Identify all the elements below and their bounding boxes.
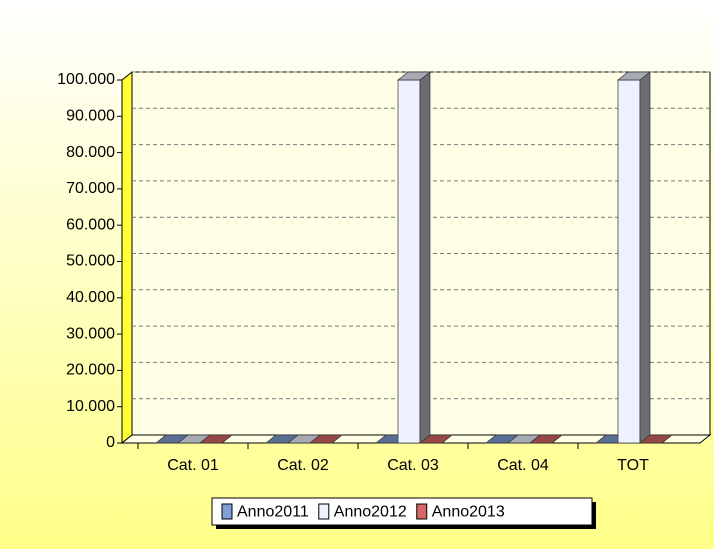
bar [199,434,233,444]
y-tick-label: 0 [106,434,115,451]
side-wall [121,70,133,445]
y-tick-label: 10.000 [66,398,115,415]
bar-top [397,71,431,81]
y-tick-label: 30.000 [66,325,115,342]
y-tick-label: 50.000 [66,253,115,270]
y-tick-label: 80.000 [66,144,115,161]
x-tick-label: Cat. 03 [387,457,439,474]
legend-label: Anno2013 [432,504,505,521]
x-tick-label: Cat. 02 [277,457,329,474]
bar [639,434,673,444]
y-tick-label: 40.000 [66,289,115,306]
bar-top [617,71,651,81]
x-tick-label: TOT [617,457,649,474]
y-tick-label: 20.000 [66,362,115,379]
legend-label: Anno2011 [237,504,309,521]
bar-front [397,79,421,444]
bar-side [639,71,651,444]
y-tick-label: 100.000 [57,71,115,88]
y-tick-label: 60.000 [66,216,115,233]
bar [617,71,651,444]
bar [309,434,343,444]
legend-swatch [318,503,330,520]
y-tick-label: 70.000 [66,180,115,197]
bar-side [419,71,431,444]
legend-label: Anno2012 [334,504,407,521]
x-tick-label: Cat. 04 [497,457,549,474]
legend-swatch [221,503,233,520]
bar-top [309,434,343,444]
bar [419,434,453,444]
bar-top [419,434,453,444]
bar-top [639,434,673,444]
bar [397,71,431,444]
legend-swatch [416,503,428,520]
bar-top [529,434,563,444]
y-tick-label: 90.000 [66,108,115,125]
bar [529,434,563,444]
bar-front [617,79,641,444]
bar-top [199,434,233,444]
x-tick-label: Cat. 01 [167,457,219,474]
legend [211,497,593,526]
